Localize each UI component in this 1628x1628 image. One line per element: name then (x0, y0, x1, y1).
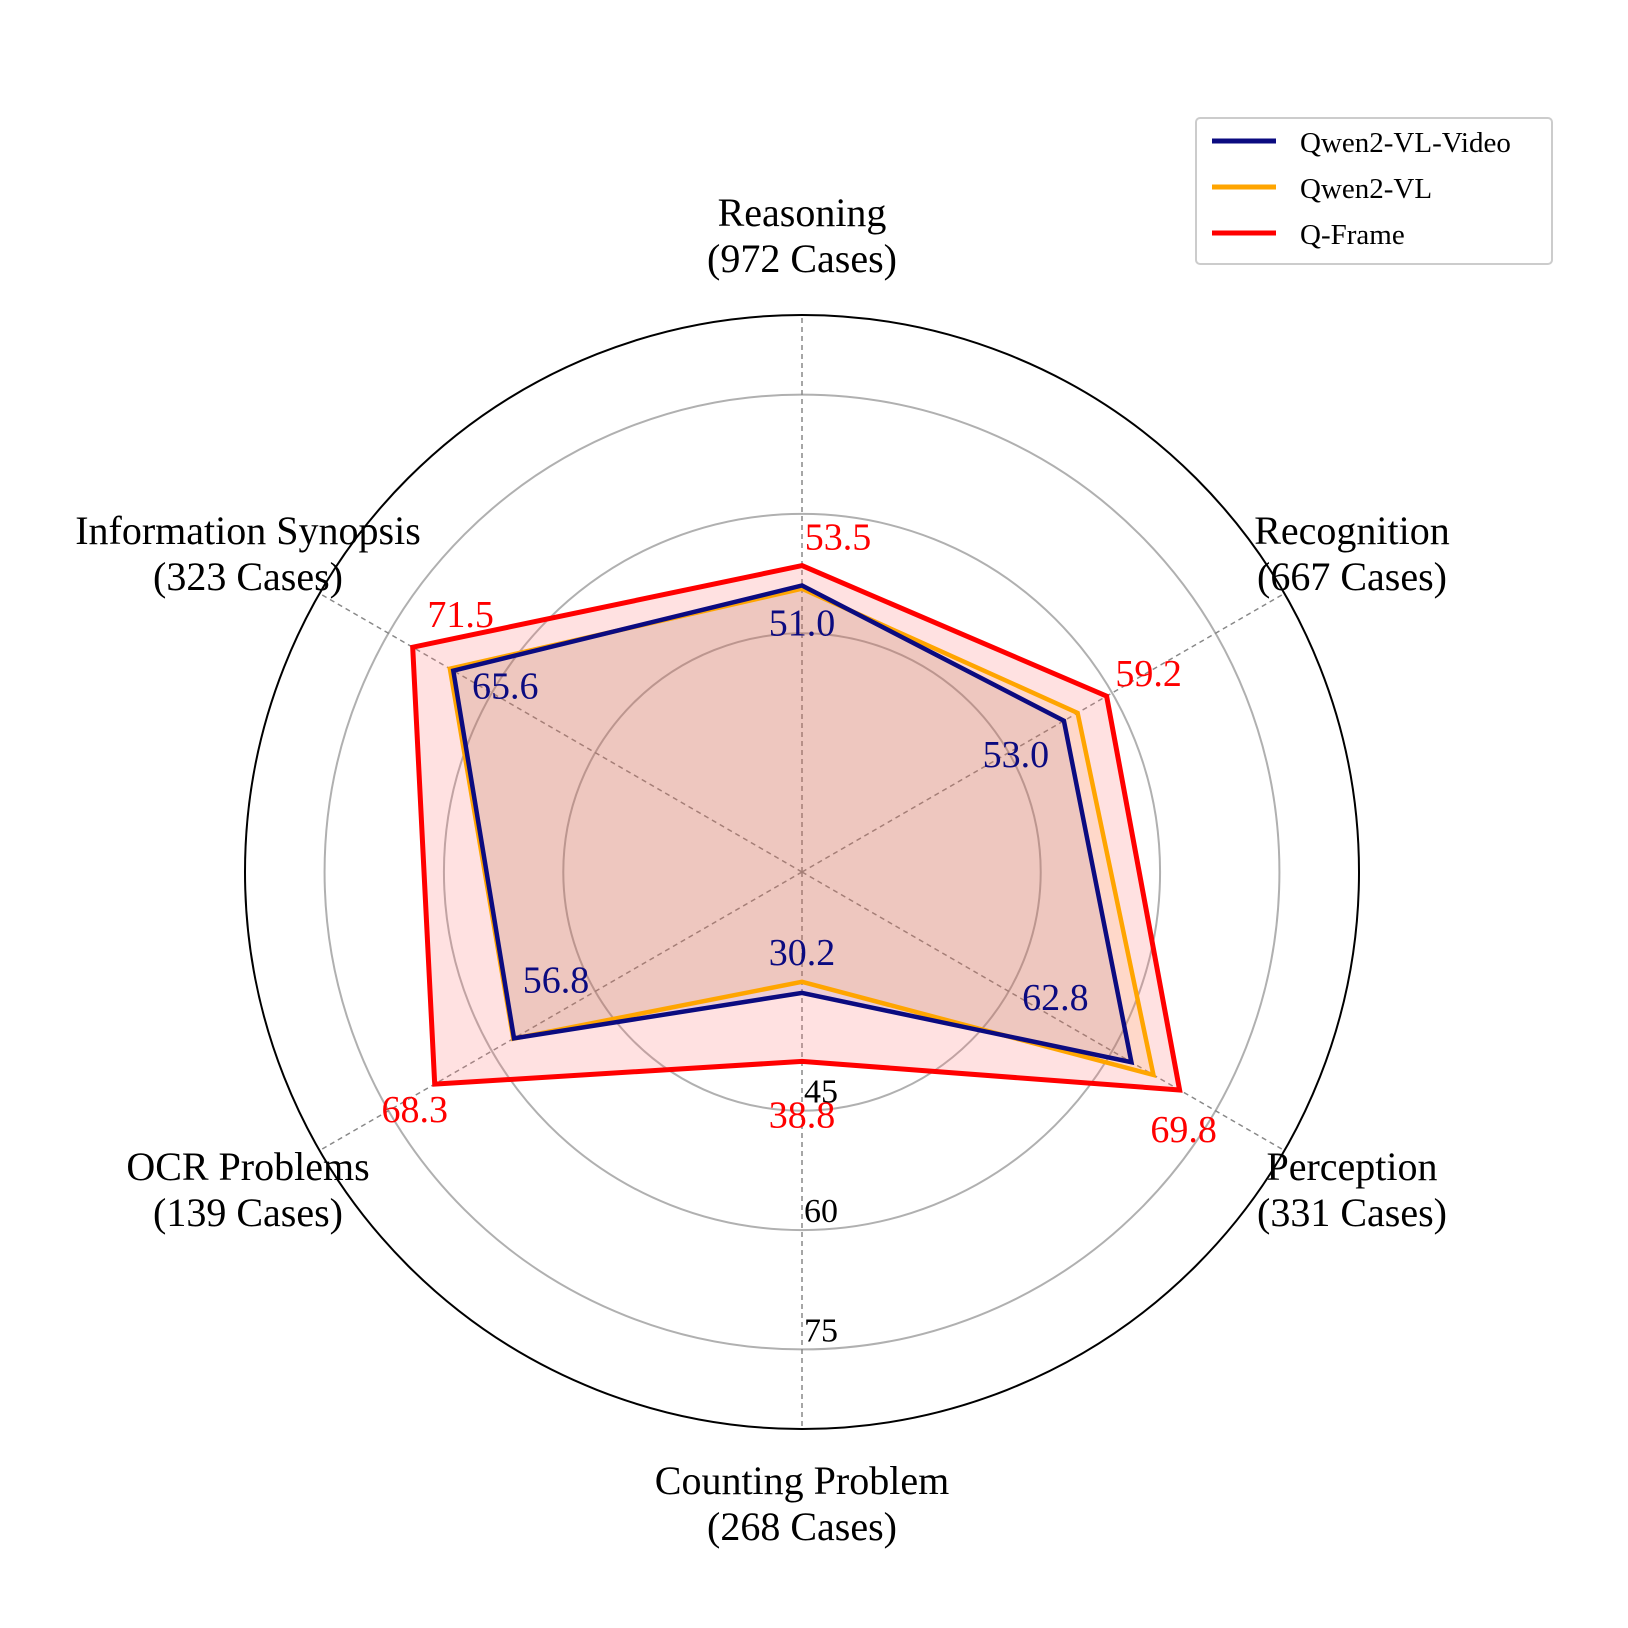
grid-ring-60 (442, 512, 1162, 1232)
series-fill-qwen2-vl (449, 588, 1154, 1075)
spoke-ocr-problems (319, 871, 803, 1152)
grid-layer (244, 314, 1360, 1430)
spoke-perception (801, 871, 1285, 1152)
rtick-label-60: 60 (804, 1193, 838, 1230)
value-label-layer: 53.5 59.2 69.8 38.8 68.3 71.5 51.0 53.0 62.8 30.2… (381, 517, 1216, 1151)
legend-label-qwen2-vl-video: Qwen2-VL-Video (1300, 127, 1511, 159)
value-label-qwen2-vl-video-ocr-problems: 56.8 (523, 959, 590, 1001)
series-layer (410, 562, 1183, 1093)
legend-frame (1195, 117, 1553, 265)
rtick-label-45: 45 (804, 1074, 838, 1111)
axis-label-perception: Perception (1266, 1144, 1437, 1189)
value-label-q-frame-recognition: 59.2 (1115, 653, 1182, 695)
value-label-qwen2-vl-video-reasoning: 51.0 (769, 603, 836, 645)
axis-label-recognition: Recognition (1254, 508, 1450, 553)
axis-cases-recognition: (667 Cases) (1257, 554, 1447, 599)
outer-frame-circle (244, 314, 1360, 1430)
series-fill-q-frame (412, 565, 1180, 1090)
spoke-recognition (801, 592, 1285, 873)
tick-label-layer: 45 60 75 (804, 1074, 838, 1350)
spoke-information-synopsis (319, 592, 803, 873)
value-label-q-frame-perception: 69.8 (1150, 1109, 1217, 1151)
value-label-qwen2-vl-video-counting-problem: 30.2 (769, 932, 836, 974)
value-label-q-frame-reasoning: 53.5 (805, 517, 872, 559)
axis-label-layer: Reasoning(972 Cases) Recognition(667 Case… (75, 190, 1450, 1549)
series-line-q-frame (410, 562, 1183, 1093)
value-label-q-frame-information-synopsis: 71.5 (427, 594, 494, 636)
axis-cases-reasoning: (972 Cases) (707, 236, 897, 281)
legend-label-q-frame: Q-Frame (1300, 219, 1405, 251)
axis-cases-ocr-problems: (139 Cases) (153, 1190, 343, 1235)
value-label-qwen2-vl-video-information-synopsis: 65.6 (472, 666, 539, 708)
series-fill-qwen2-vl-video (453, 585, 1132, 1063)
axis-label-reasoning: Reasoning (718, 190, 887, 235)
value-label-qwen2-vl-video-recognition: 53.0 (983, 734, 1050, 776)
legend-label-qwen2-vl: Qwen2-VL (1300, 173, 1432, 205)
series-line-qwen2-vl (447, 586, 1157, 1079)
axis-cases-information-synopsis: (323 Cases) (153, 554, 343, 599)
value-label-q-frame-ocr-problems: 68.3 (381, 1089, 448, 1131)
axis-label-counting-problem: Counting Problem (655, 1458, 949, 1503)
axis-label-information-synopsis: Information Synopsis (75, 508, 421, 553)
axis-cases-counting-problem: (268 Cases) (707, 1504, 897, 1549)
value-label-q-frame-counting-problem: 38.8 (769, 1094, 836, 1136)
axis-cases-perception: (331 Cases) (1257, 1190, 1447, 1235)
value-label-qwen2-vl-video-perception: 62.8 (1022, 977, 1089, 1019)
rtick-label-75: 75 (804, 1312, 838, 1349)
axis-label-ocr-problems: OCR Problems (126, 1144, 369, 1189)
legend: Qwen2-VL-Video Qwen2-VL Q-Frame (1195, 117, 1553, 265)
series-line-qwen2-vl-video (450, 583, 1135, 1066)
